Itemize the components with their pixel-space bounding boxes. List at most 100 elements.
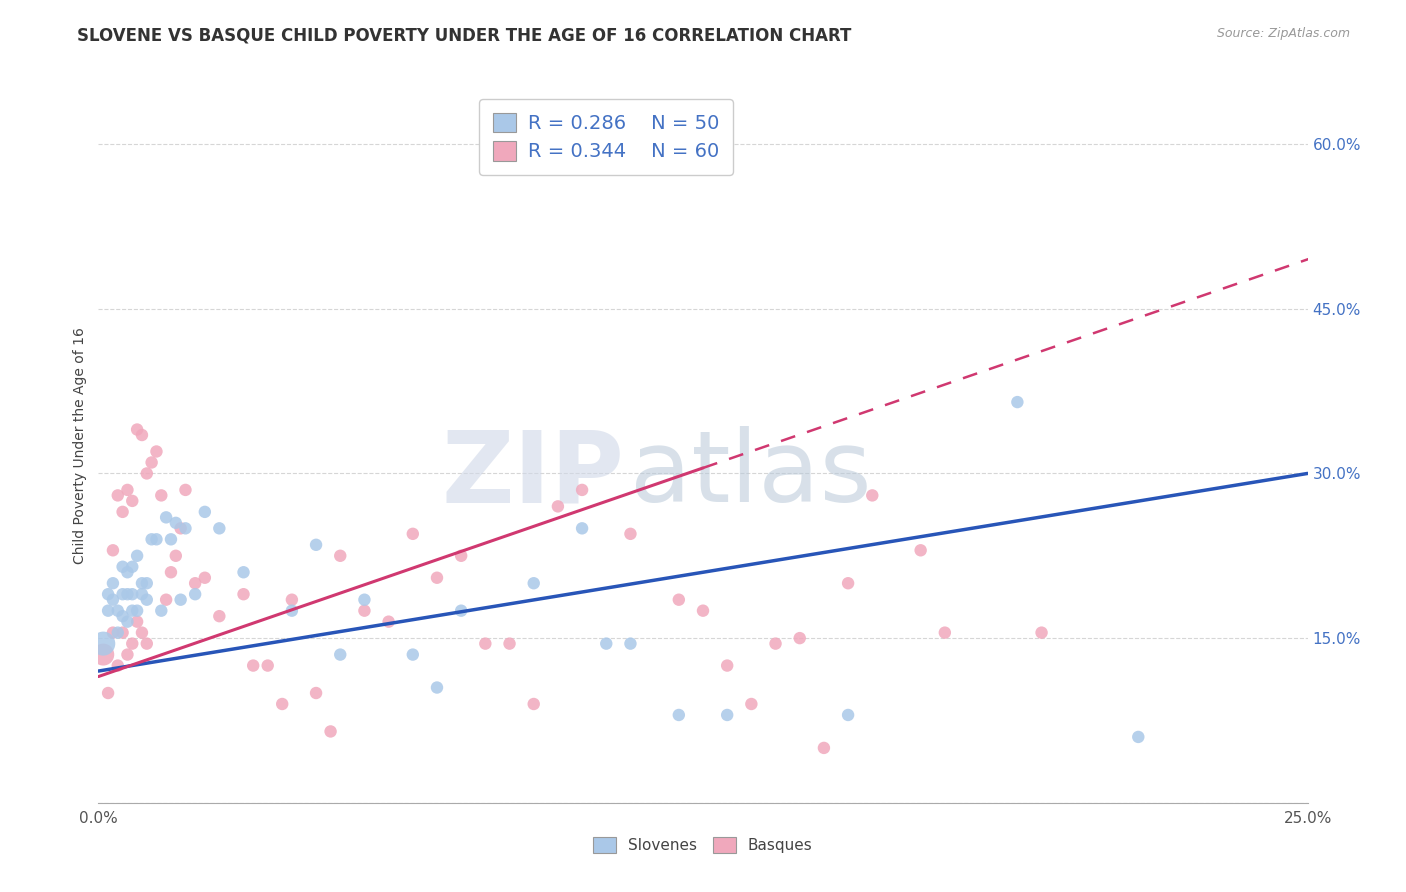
- Point: [450, 549, 472, 563]
- Point: [194, 571, 217, 585]
- Point: [101, 592, 124, 607]
- Point: [523, 697, 546, 711]
- Point: [117, 587, 139, 601]
- Point: [117, 648, 139, 662]
- Point: [474, 637, 496, 651]
- Point: [232, 587, 254, 601]
- Point: [1007, 395, 1029, 409]
- Point: [127, 549, 149, 563]
- Point: [208, 521, 231, 535]
- Point: [837, 708, 859, 723]
- Point: [668, 592, 690, 607]
- Text: SLOVENE VS BASQUE CHILD POVERTY UNDER THE AGE OF 16 CORRELATION CHART: SLOVENE VS BASQUE CHILD POVERTY UNDER TH…: [77, 27, 852, 45]
- Point: [117, 566, 139, 580]
- Point: [131, 576, 153, 591]
- Point: [101, 576, 124, 591]
- Point: [107, 658, 129, 673]
- Text: ZIP: ZIP: [441, 426, 624, 523]
- Point: [329, 549, 352, 563]
- Point: [141, 533, 163, 547]
- Point: [256, 658, 278, 673]
- Point: [121, 637, 143, 651]
- Point: [169, 592, 191, 607]
- Point: [107, 604, 129, 618]
- Point: [571, 483, 593, 497]
- Point: [155, 592, 177, 607]
- Point: [837, 576, 859, 591]
- Point: [91, 648, 114, 662]
- Point: [117, 615, 139, 629]
- Point: [97, 587, 120, 601]
- Point: [97, 604, 120, 618]
- Point: [934, 625, 956, 640]
- Point: [765, 637, 787, 651]
- Point: [141, 455, 163, 469]
- Point: [111, 505, 134, 519]
- Point: [135, 592, 157, 607]
- Point: [135, 467, 157, 481]
- Point: [208, 609, 231, 624]
- Point: [1128, 730, 1150, 744]
- Point: [668, 708, 690, 723]
- Point: [117, 483, 139, 497]
- Y-axis label: Child Poverty Under the Age of 16: Child Poverty Under the Age of 16: [73, 327, 87, 565]
- Text: Source: ZipAtlas.com: Source: ZipAtlas.com: [1216, 27, 1350, 40]
- Point: [127, 604, 149, 618]
- Point: [377, 615, 399, 629]
- Point: [91, 637, 114, 651]
- Point: [111, 587, 134, 601]
- Point: [121, 604, 143, 618]
- Point: [169, 521, 191, 535]
- Point: [619, 526, 641, 541]
- Point: [107, 625, 129, 640]
- Point: [305, 686, 328, 700]
- Point: [121, 494, 143, 508]
- Point: [101, 625, 124, 640]
- Point: [271, 697, 294, 711]
- Point: [242, 658, 264, 673]
- Point: [135, 576, 157, 591]
- Point: [131, 428, 153, 442]
- Point: [174, 521, 197, 535]
- Point: [232, 566, 254, 580]
- Point: [111, 609, 134, 624]
- Point: [523, 576, 546, 591]
- Point: [160, 533, 183, 547]
- Point: [740, 697, 762, 711]
- Point: [111, 559, 134, 574]
- Point: [97, 686, 120, 700]
- Point: [135, 637, 157, 651]
- Point: [910, 543, 932, 558]
- Point: [131, 625, 153, 640]
- Point: [121, 587, 143, 601]
- Point: [716, 658, 738, 673]
- Point: [111, 625, 134, 640]
- Point: [107, 488, 129, 502]
- Point: [165, 516, 187, 530]
- Point: [101, 543, 124, 558]
- Point: [165, 549, 187, 563]
- Point: [1031, 625, 1053, 640]
- Point: [329, 648, 352, 662]
- Point: [155, 510, 177, 524]
- Point: [127, 423, 149, 437]
- Point: [305, 538, 328, 552]
- Point: [184, 587, 207, 601]
- Point: [450, 604, 472, 618]
- Point: [353, 604, 375, 618]
- Point: [353, 592, 375, 607]
- Legend: Slovenes, Basques: Slovenes, Basques: [588, 831, 818, 859]
- Point: [402, 526, 425, 541]
- Text: atlas: atlas: [630, 426, 872, 523]
- Point: [145, 444, 167, 458]
- Point: [716, 708, 738, 723]
- Point: [692, 604, 714, 618]
- Point: [131, 587, 153, 601]
- Point: [595, 637, 617, 651]
- Point: [402, 648, 425, 662]
- Point: [571, 521, 593, 535]
- Point: [619, 637, 641, 651]
- Point: [145, 533, 167, 547]
- Point: [860, 488, 883, 502]
- Point: [426, 571, 449, 585]
